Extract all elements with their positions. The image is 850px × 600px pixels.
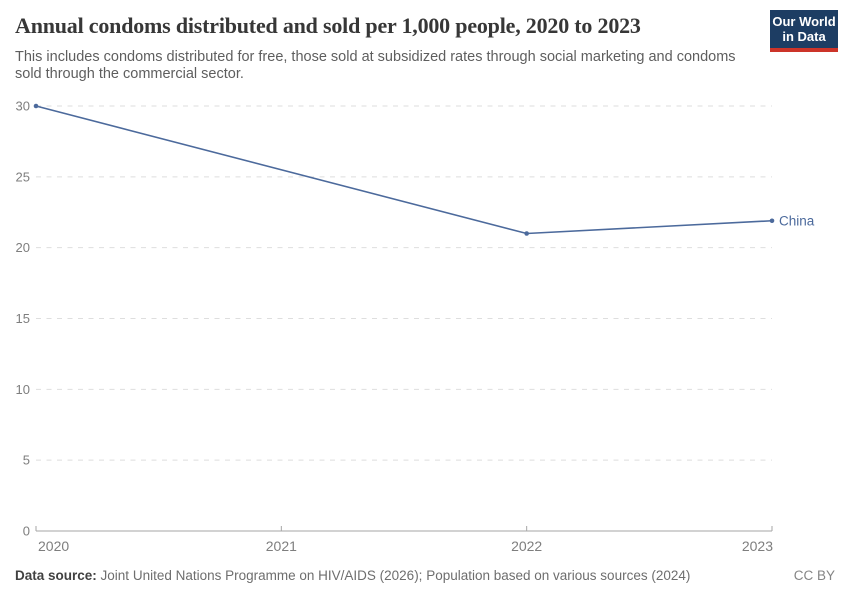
data-point[interactable] bbox=[33, 103, 39, 109]
y-axis-tick-label: 5 bbox=[23, 453, 30, 468]
owid-logo-line1: Our World bbox=[772, 14, 836, 29]
data-source: Data source: Joint United Nations Progra… bbox=[15, 568, 690, 583]
chart-footer: Data source: Joint United Nations Progra… bbox=[15, 568, 835, 583]
x-axis-tick-label: 2023 bbox=[742, 538, 773, 554]
data-source-label: Data source: bbox=[15, 568, 97, 583]
series-label-china[interactable]: China bbox=[779, 213, 815, 228]
y-axis-tick-label: 20 bbox=[16, 240, 30, 255]
owid-logo-line2: in Data bbox=[782, 29, 826, 44]
page-title: Annual condoms distributed and sold per … bbox=[15, 13, 641, 38]
x-axis-tick-label: 2022 bbox=[511, 538, 542, 554]
license-link[interactable]: CC BY bbox=[793, 568, 835, 583]
owid-logo[interactable]: Our World in Data bbox=[770, 10, 838, 52]
y-axis-tick-label: 10 bbox=[16, 382, 30, 397]
data-point[interactable] bbox=[524, 231, 529, 236]
y-axis-tick-label: 30 bbox=[16, 99, 30, 114]
y-axis-tick-label: 15 bbox=[16, 311, 30, 326]
x-axis-tick-label: 2021 bbox=[266, 538, 297, 554]
y-axis-tick-label: 25 bbox=[16, 169, 30, 184]
y-axis-tick-label: 0 bbox=[23, 524, 30, 539]
chart-subtitle: This includes condoms distributed for fr… bbox=[15, 49, 736, 82]
x-axis-tick-label: 2020 bbox=[38, 538, 69, 554]
data-point[interactable] bbox=[769, 218, 775, 224]
data-source-text[interactable]: Joint United Nations Programme on HIV/AI… bbox=[100, 568, 691, 583]
series-line-china[interactable] bbox=[35, 105, 773, 235]
